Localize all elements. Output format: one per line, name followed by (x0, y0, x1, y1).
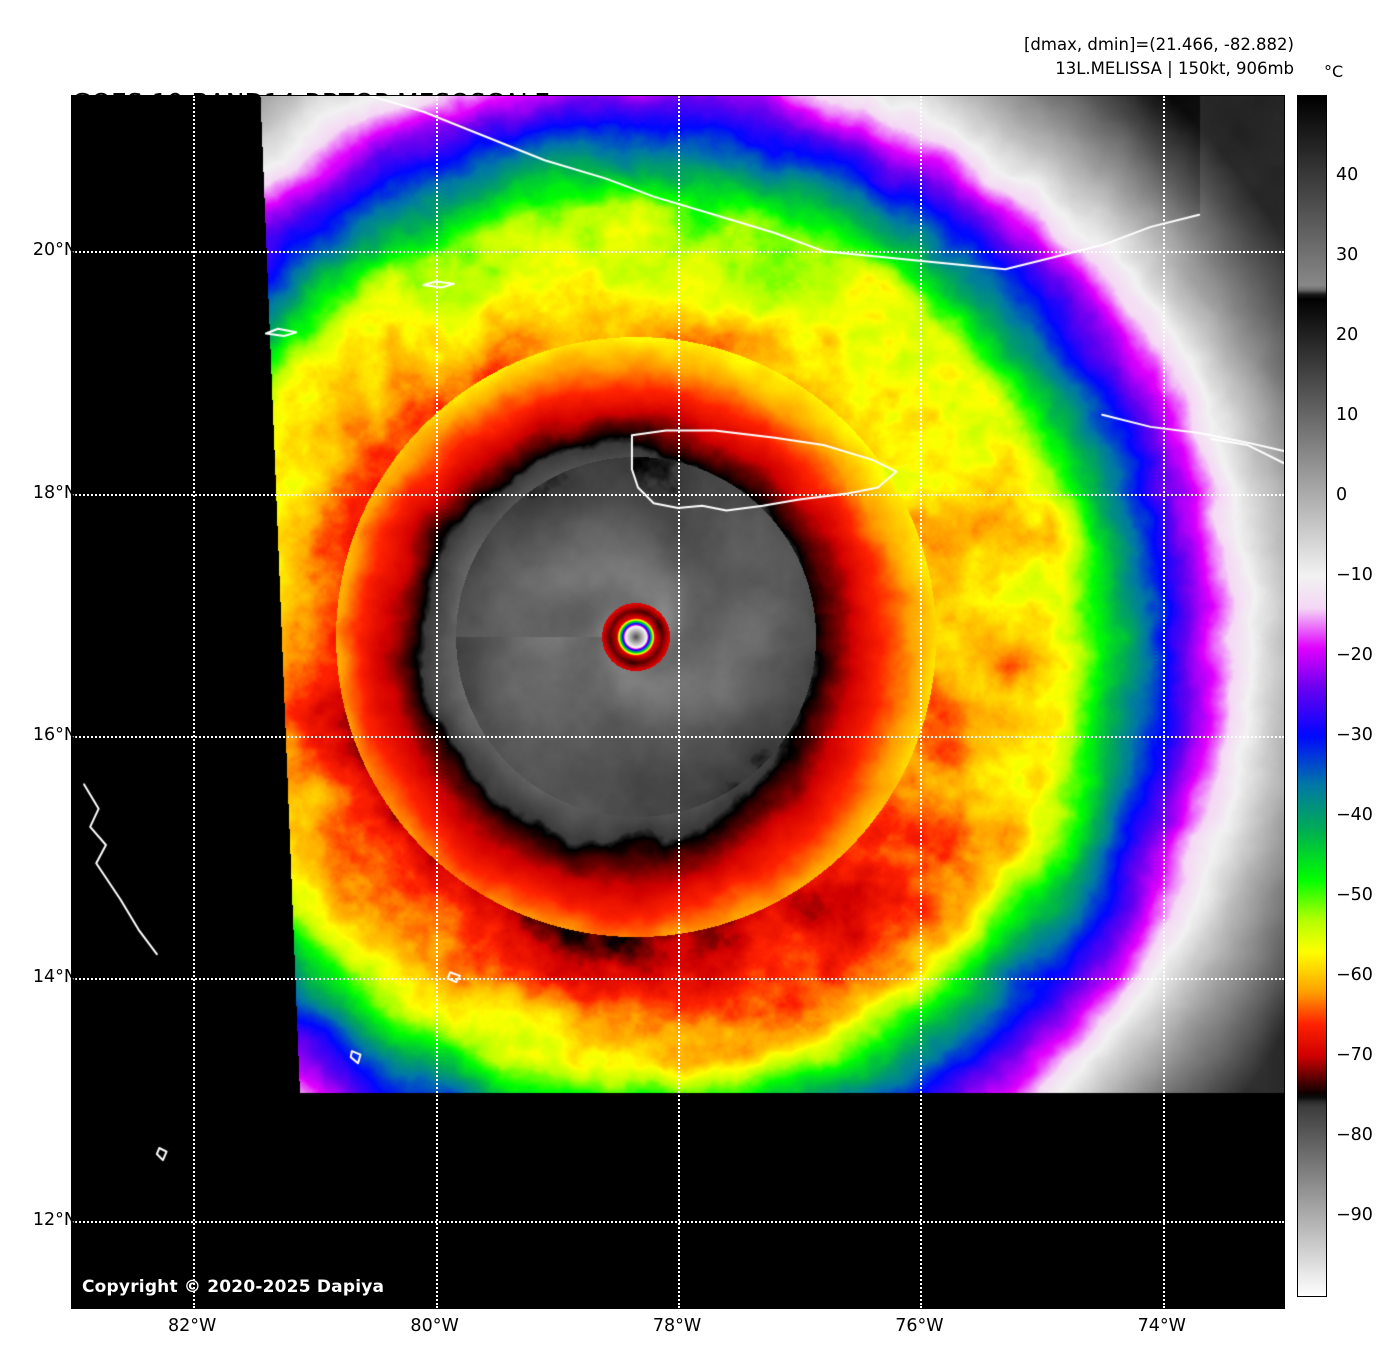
colorbar-tick-label: 0 (1336, 485, 1348, 505)
longitude-tick-label: 76°W (895, 1316, 944, 1336)
satellite-image-plot (71, 95, 1285, 1309)
colorbar-tick-label: 20 (1336, 325, 1359, 345)
storm-info-label: 13L.MELISSA | 150kt, 906mb (1055, 58, 1294, 78)
longitude-tick-label: 74°W (1137, 1316, 1186, 1336)
colorbar-tick-label: 30 (1336, 245, 1359, 265)
copyright-label: Copyright © 2020-2025 Dapiya (82, 1277, 385, 1297)
satellite-imagery-canvas (72, 96, 1284, 1308)
colorbar (1297, 95, 1327, 1297)
colorbar-tick-label: −30 (1336, 725, 1373, 745)
longitude-tick-label: 82°W (168, 1316, 217, 1336)
colorbar-tick-label: −10 (1336, 565, 1373, 585)
colorbar-tick-label: 10 (1336, 405, 1359, 425)
colorbar-tick-label: 40 (1336, 165, 1359, 185)
metadata-block: [dmax, dmin]=(21.466, -82.882) 13L.MELIS… (1024, 33, 1294, 81)
longitude-tick-label: 80°W (410, 1316, 459, 1336)
colorbar-unit-label: °C (1324, 62, 1344, 81)
latitude-tick-label: 16°N (32, 724, 77, 745)
latitude-tick-label: 12°N (32, 1209, 77, 1230)
colorbar-gradient (1298, 96, 1326, 1296)
colorbar-tick-label: −50 (1336, 885, 1373, 905)
colorbar-tick-label: −60 (1336, 965, 1373, 985)
colorbar-tick-label: −20 (1336, 645, 1373, 665)
latitude-tick-label: 20°N (32, 240, 77, 261)
dminmax-label: [dmax, dmin]=(21.466, -82.882) (1024, 35, 1294, 54)
colorbar-tick-label: −90 (1336, 1205, 1373, 1225)
colorbar-tick-label: −40 (1336, 805, 1373, 825)
colorbar-tick-label: −70 (1336, 1045, 1373, 1065)
longitude-tick-label: 78°W (652, 1316, 702, 1336)
latitude-tick-label: 18°N (32, 482, 77, 503)
latitude-tick-label: 14°N (32, 967, 77, 988)
colorbar-tick-label: −80 (1336, 1125, 1373, 1145)
